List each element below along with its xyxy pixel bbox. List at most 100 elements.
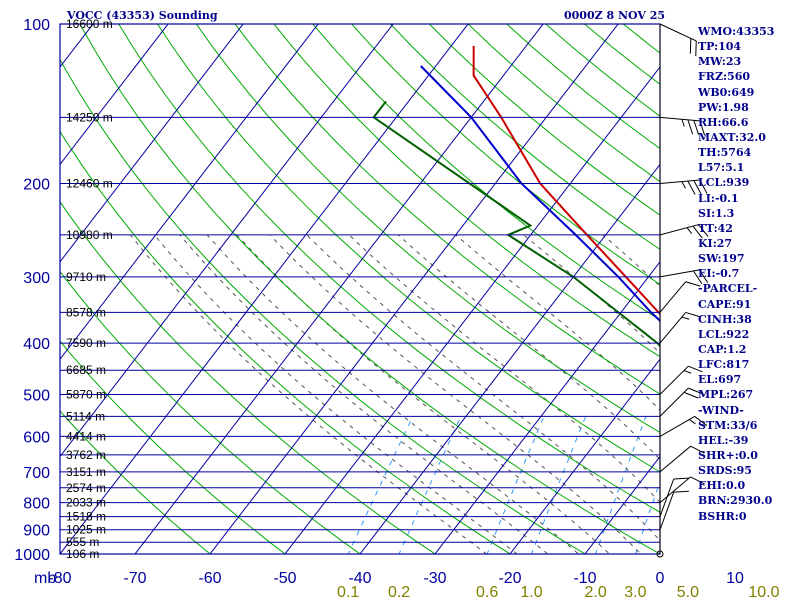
barb-flag <box>693 120 700 135</box>
mixing-ratio-label: 0.6 <box>476 584 498 600</box>
dry-adiabat <box>60 340 286 554</box>
barb-shaft <box>659 415 695 437</box>
barb-flag <box>692 225 703 239</box>
dry-adiabat <box>60 270 362 554</box>
barb-flag <box>685 281 701 287</box>
dry-adiabat <box>312 24 660 321</box>
barb-flag <box>673 477 689 480</box>
index-panel: WMO:43353 TP:104 MW:23 FRZ:560 WB0:649 PW:1.9… <box>698 24 798 524</box>
barb-half-flag <box>686 227 693 234</box>
mixing-ratio-label: 5.0 <box>677 584 699 600</box>
isotherm <box>60 24 319 361</box>
barb-shaft <box>659 281 687 313</box>
index-item: SHR+:0.0 <box>698 448 758 462</box>
barb-flag <box>694 416 708 426</box>
barb-flag <box>687 180 696 195</box>
moist-adiabat <box>306 234 660 542</box>
index-item: -WIND- <box>698 403 744 417</box>
dry-adiabat <box>506 24 660 150</box>
index-item: SW:197 <box>698 252 745 266</box>
index-item: HEL:-39 <box>698 433 749 447</box>
wind-barb <box>659 477 689 517</box>
mixing-ratio-label: 1.0 <box>520 584 542 600</box>
mixing-ratio-line <box>634 480 660 554</box>
barb-shaft <box>659 179 700 185</box>
height-label: 6685 m <box>66 363 106 377</box>
temperature-tick-label: 10 <box>726 570 744 587</box>
temperature-tick-label: -60 <box>198 570 221 587</box>
pressure-tick-label: 300 <box>23 270 50 287</box>
dry-adiabat <box>389 24 660 250</box>
index-item: WMO:43353 <box>698 25 775 38</box>
index-item: EHI:0.0 <box>698 479 746 493</box>
dry-adiabat <box>60 200 437 554</box>
temperature-tick-label: -40 <box>348 570 371 587</box>
barb-shaft <box>659 476 691 504</box>
index-item: TP:104 <box>698 40 742 54</box>
wind-barb <box>659 365 703 395</box>
temperature-tick-label: -30 <box>423 570 446 587</box>
index-item: WB0:649 <box>698 85 755 99</box>
dry-adiabat <box>60 410 211 554</box>
isotherm <box>284 66 660 554</box>
wind-barb <box>659 387 703 417</box>
index-item: L57:5.1 <box>698 161 745 175</box>
barb-flag <box>673 490 689 493</box>
barb-flag <box>698 269 709 283</box>
height-label: 3762 m <box>66 448 106 462</box>
index-item: BRN:2930.0 <box>698 494 773 508</box>
dewpoint-profile <box>372 100 660 348</box>
dry-adiabat <box>60 58 587 554</box>
barb-half-flag <box>681 316 690 320</box>
pressure-tick-label: 800 <box>23 496 50 513</box>
isotherm <box>60 24 394 458</box>
dry-adiabat <box>79 24 660 554</box>
dry-adiabat <box>273 24 660 358</box>
mixing-ratio-label: 10.0 <box>748 584 779 600</box>
index-item: CAPE:91 <box>698 297 752 311</box>
moist-adiabat <box>397 234 660 461</box>
barb-half-flag <box>681 181 686 189</box>
mixing-ratio-line <box>486 416 545 554</box>
dry-adiabat <box>350 24 660 285</box>
pressure-tick-label: 900 <box>23 523 50 540</box>
barb-flag <box>693 180 702 195</box>
height-label: 2033 m <box>66 496 106 510</box>
index-item: TH:5764 <box>698 146 752 160</box>
height-label: 10980 m <box>66 228 113 242</box>
index-item: MPL:267 <box>698 388 754 402</box>
pressure-tick-label: 500 <box>23 387 50 404</box>
barb-flag <box>690 476 705 485</box>
pressure-tick-label: 400 <box>23 336 50 353</box>
mixing-ratio-label: 0.1 <box>337 584 359 600</box>
pressure-unit-label: mb <box>34 570 56 587</box>
barb-flag <box>685 311 701 318</box>
height-label: 555 m <box>66 535 99 549</box>
index-item: CAP:1.2 <box>698 342 747 356</box>
barb-shaft <box>659 387 689 417</box>
barb-flag <box>698 224 709 237</box>
height-label: 4414 m <box>66 429 106 443</box>
index-item: LFC:817 <box>698 358 750 372</box>
dry-adiabat <box>118 24 660 513</box>
sounding-datetime: 0000Z 8 NOV 25 <box>564 9 666 22</box>
temperature-tick-label: -20 <box>498 570 521 587</box>
index-item: EI:-0.7 <box>698 267 740 281</box>
moist-adiabat <box>206 234 580 554</box>
index-item: LI:-0.1 <box>698 191 739 205</box>
barb-flag <box>687 119 694 135</box>
temperature-tick-label: -10 <box>573 570 596 587</box>
isotherm <box>60 24 169 166</box>
index-item: KI:27 <box>698 236 733 250</box>
barb-shaft <box>659 269 700 278</box>
height-label: 1518 m <box>66 510 106 524</box>
wind-barb <box>659 23 697 57</box>
height-label: 12460 m <box>66 177 113 191</box>
height-label: 5870 m <box>66 387 106 401</box>
pressure-tick-label: 100 <box>23 17 50 34</box>
index-item: FRZ:560 <box>698 70 751 84</box>
height-label: 9710 m <box>66 270 106 284</box>
wind-barb <box>659 476 705 504</box>
wind-barb <box>659 281 701 313</box>
